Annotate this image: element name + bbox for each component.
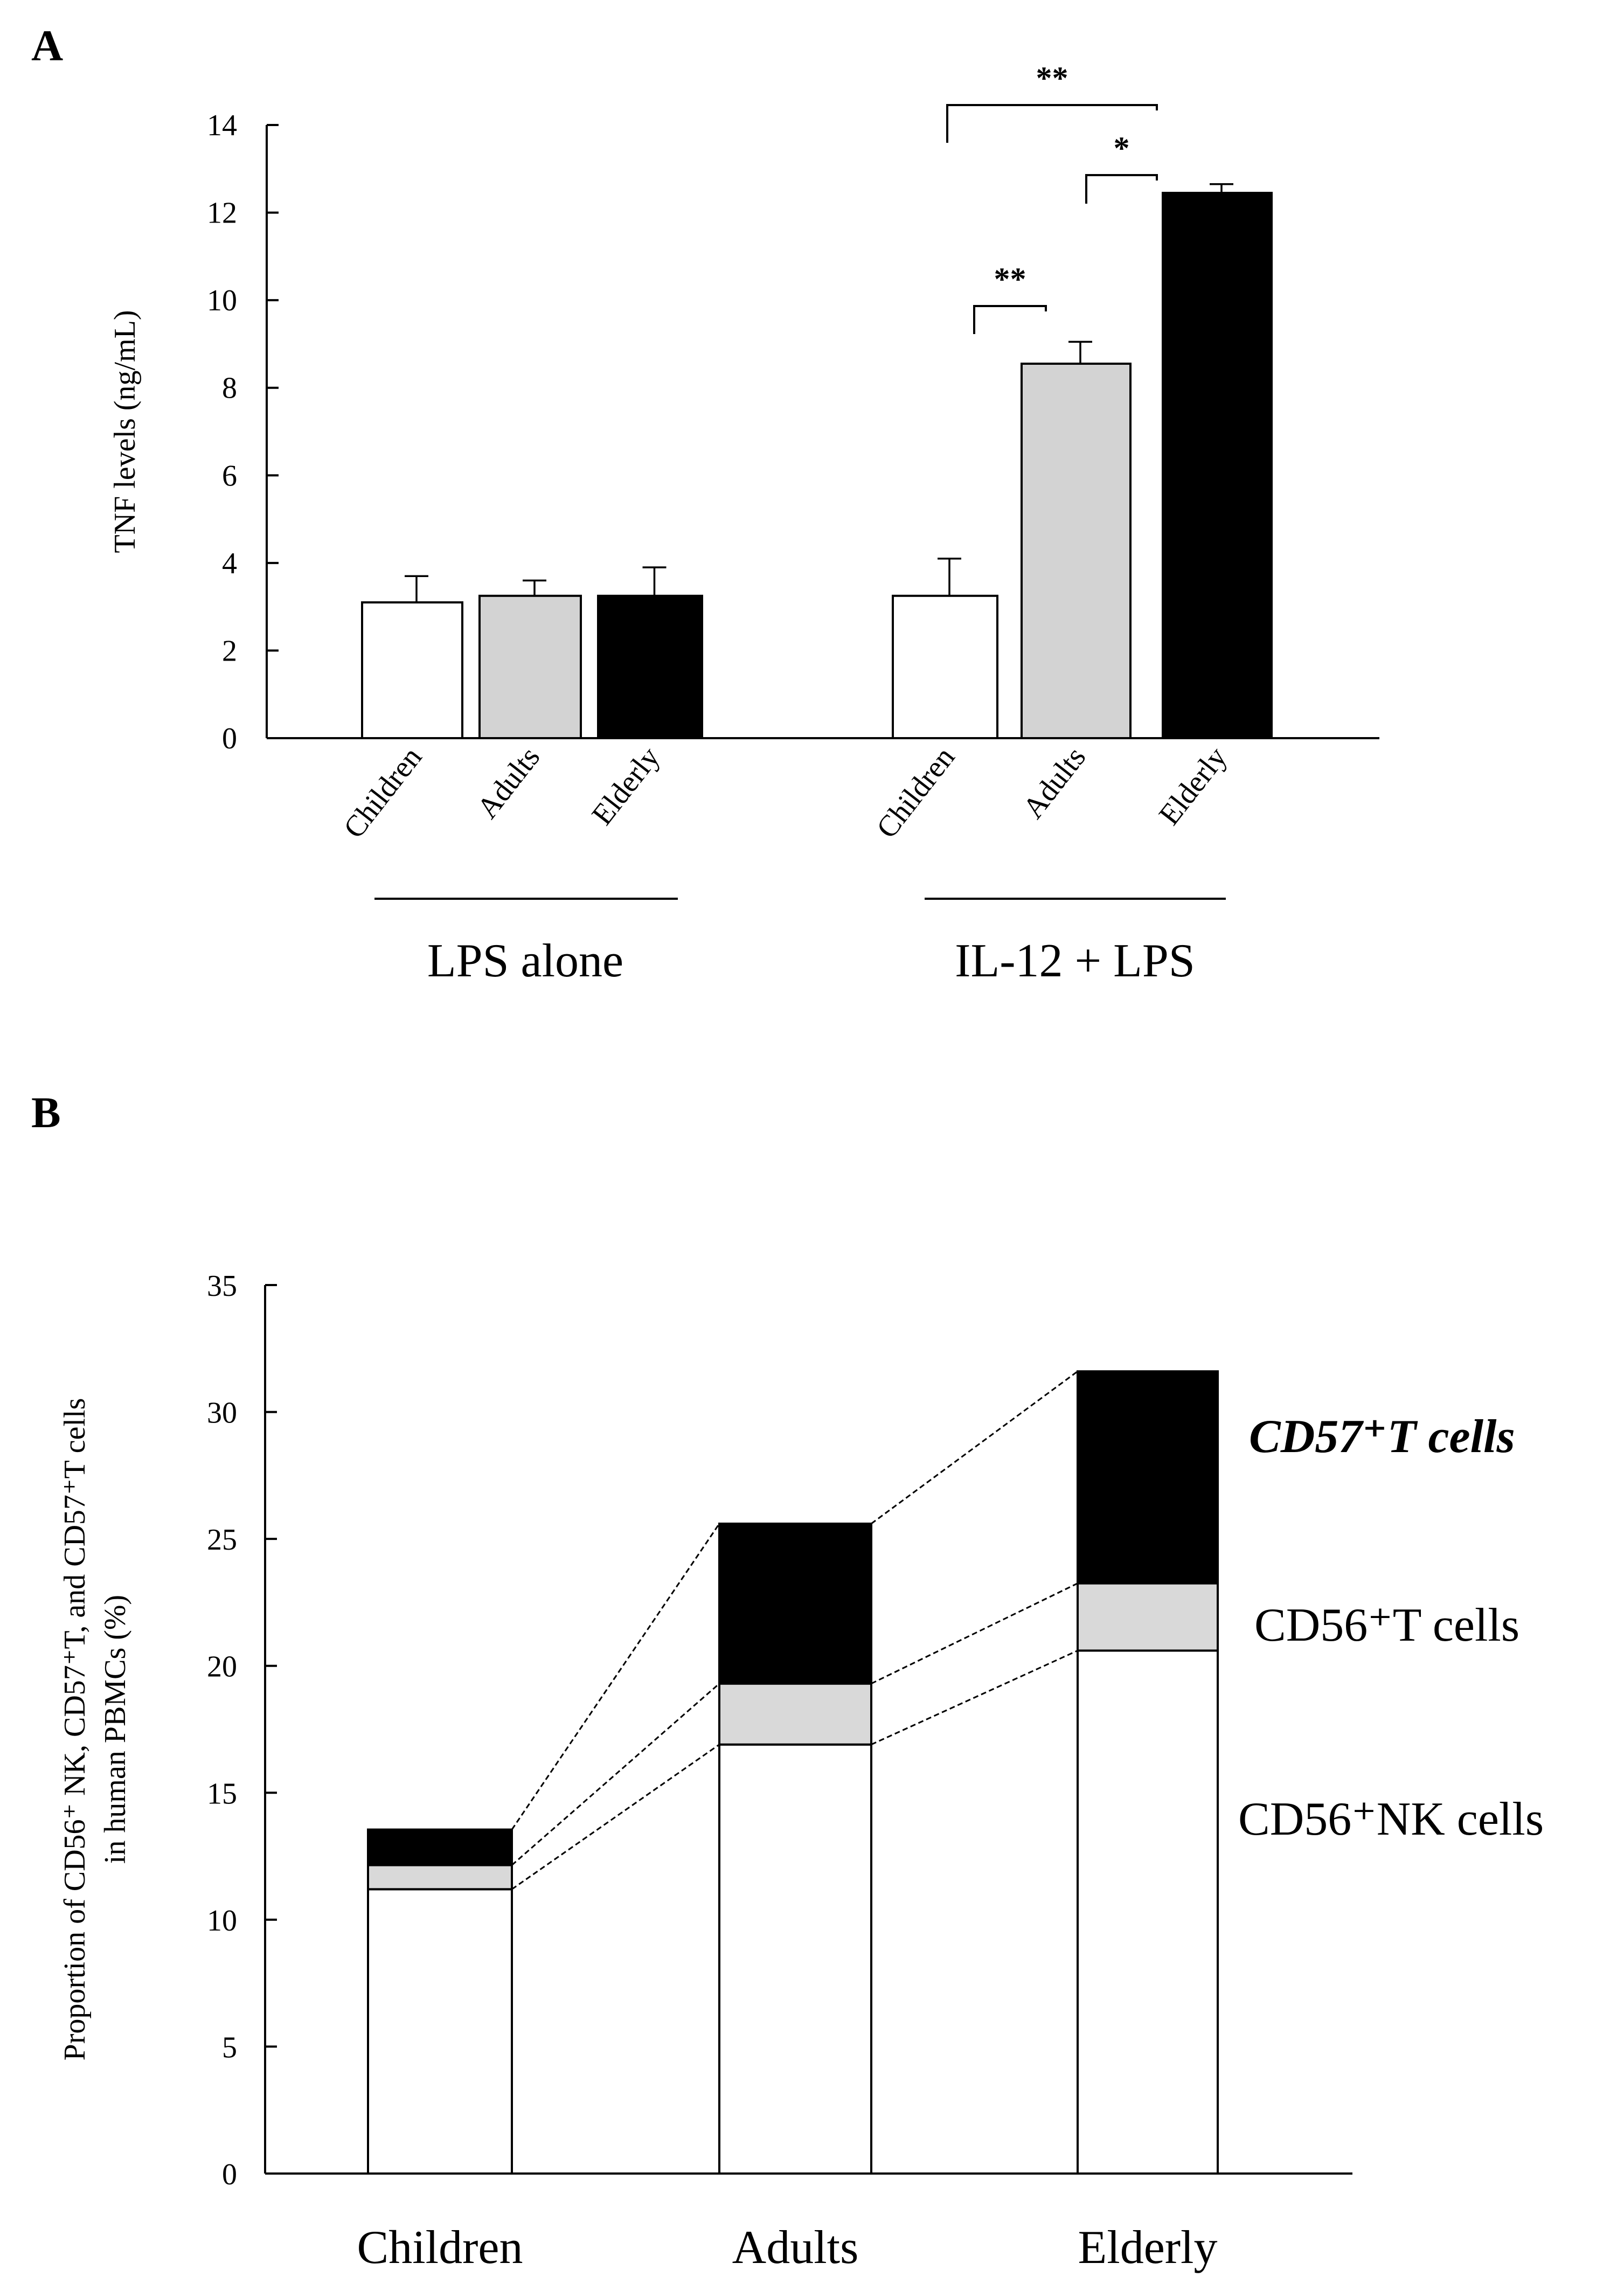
group-label-a: IL-12 + LPS	[955, 935, 1195, 987]
stack-nk-b	[367, 1888, 513, 2175]
category-label-a: Adults	[470, 741, 546, 825]
category-label-a: Adults	[1016, 741, 1092, 825]
bar-a	[892, 594, 998, 739]
y-axis-label-b-line2: in human PBMCs (%)	[99, 1595, 132, 1864]
legend-label-b: CD57⁺T cells	[1249, 1411, 1515, 1463]
y-tick-label-b: 35	[207, 1269, 237, 1303]
connector-line-b	[871, 1370, 1078, 1525]
bar-a	[597, 594, 703, 739]
bar-a	[1162, 191, 1273, 739]
y-tick-label-a: 4	[222, 547, 237, 580]
chart-b: 0 5 10 15 20 25 30 35 Proportion of CD56⁺ NK, CD…	[58, 1269, 1544, 2274]
chart-a: 0 2 4 6 8 10 12 14 TNF levels (ng/mL) Children Adu…	[108, 60, 1379, 987]
category-label-a: Elderly	[1153, 741, 1233, 831]
bar-a	[1021, 363, 1132, 739]
connector-line-b	[511, 1523, 720, 1830]
legend-label-b: CD56⁺T cells	[1254, 1599, 1519, 1651]
stack-cd57t-b	[718, 1522, 872, 1685]
y-tick-label-b: 30	[207, 1397, 237, 1430]
y-tick-label-a: 6	[222, 459, 237, 492]
y-tick-label-a: 0	[222, 722, 237, 755]
y-tick-label-b: 15	[207, 1777, 237, 1810]
group-label-a: LPS alone	[427, 935, 623, 987]
y-axis-label-b-line1: Proportion of CD56⁺ NK, CD57⁺T, and CD57…	[58, 1398, 92, 2061]
stack-cd57t-b	[367, 1828, 513, 1866]
y-axis-label-a: TNF levels (ng/mL)	[108, 310, 142, 553]
stack-cd57t-b	[1077, 1370, 1219, 1585]
connector-line-b	[511, 1683, 720, 1866]
significance-label-a: **	[1036, 60, 1068, 96]
y-tick-label-b: 25	[207, 1523, 237, 1557]
category-label-a: Children	[870, 741, 962, 845]
stack-cd56t-b	[367, 1864, 513, 1891]
y-tick-label-a: 2	[222, 634, 237, 668]
stack-nk-b	[1077, 1649, 1219, 2175]
significance-label-a: **	[994, 261, 1026, 297]
category-label-a: Children	[337, 741, 429, 845]
significance-bracket-a	[973, 305, 1047, 334]
y-tick-label-b: 5	[222, 2031, 237, 2064]
connector-line-b	[871, 1582, 1078, 1685]
y-tick-label-a: 12	[207, 197, 237, 230]
connector-line-b	[511, 1744, 720, 1890]
y-tick-label-b: 20	[207, 1650, 237, 1684]
bar-a	[478, 594, 582, 739]
panel-a-letter: A	[31, 21, 63, 70]
stack-cd56t-b	[1077, 1582, 1219, 1652]
significance-label-a: *	[1114, 130, 1130, 166]
legend-label-b: CD56⁺NK cells	[1238, 1793, 1544, 1845]
category-label-b: Adults	[732, 2221, 859, 2274]
y-tick-label-b: 10	[207, 1904, 237, 1938]
y-tick-label-a: 14	[207, 109, 237, 142]
significance-bracket-a	[946, 104, 1158, 143]
y-tick-label-a: 8	[222, 372, 237, 405]
significance-bracket-a	[1085, 174, 1158, 204]
stack-nk-b	[718, 1743, 872, 2175]
connector-line-b	[871, 1650, 1078, 1746]
stack-cd56t-b	[718, 1682, 872, 1746]
bar-a	[361, 601, 463, 739]
panel-b-letter: B	[31, 1088, 61, 1137]
category-label-a: Elderly	[585, 741, 666, 831]
y-tick-label-b: 0	[222, 2158, 237, 2191]
y-tick-label-a: 10	[207, 284, 237, 317]
category-label-b: Elderly	[1078, 2221, 1217, 2274]
category-label-b: Children	[357, 2221, 523, 2274]
